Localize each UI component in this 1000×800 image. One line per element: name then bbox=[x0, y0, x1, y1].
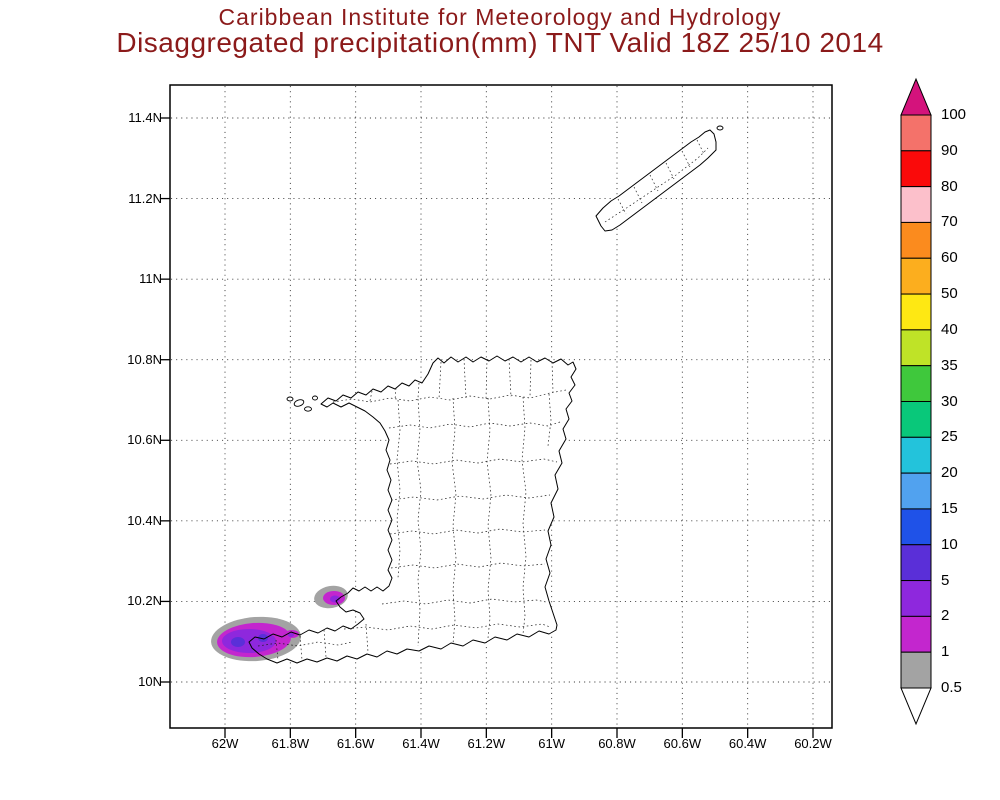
colorbar-band bbox=[900, 651, 932, 689]
colorbar-level-label: 35 bbox=[941, 356, 958, 374]
colorbar-level-label: 1 bbox=[941, 643, 950, 661]
precip-cell-pointfortin-band-2-5mm bbox=[330, 595, 340, 603]
colorbar-level-label: 0.5 bbox=[941, 679, 962, 696]
colorbar-level-label: 2 bbox=[941, 607, 950, 625]
colorbar-band bbox=[900, 329, 932, 367]
bocas-islet-2 bbox=[304, 406, 312, 412]
colorbar-band bbox=[900, 221, 932, 259]
lon-tick-label: 61.2W bbox=[467, 736, 506, 751]
lon-tick-label: 61.6W bbox=[336, 736, 375, 751]
district-boundaries-tobago bbox=[604, 139, 709, 223]
colorbar-band bbox=[900, 436, 932, 474]
lat-tick-label: 10.6N bbox=[127, 432, 162, 448]
colorbar bbox=[900, 77, 932, 726]
bocas-islet-1 bbox=[293, 399, 305, 407]
colorbar-level-label: 30 bbox=[941, 392, 958, 410]
lon-tick-label: 61.4W bbox=[402, 736, 440, 751]
colorbar-band bbox=[900, 401, 932, 438]
lat-tick-label: 10.8N bbox=[127, 351, 162, 367]
landmass-fill bbox=[249, 130, 716, 663]
colorbar-level-label: 70 bbox=[941, 213, 958, 231]
lat-lon-gridlines bbox=[160, 86, 831, 738]
lat-tick-label: 10.2N bbox=[127, 593, 162, 609]
colorbar-band bbox=[900, 508, 932, 546]
coastlines-and-boundaries bbox=[248, 125, 724, 664]
colorbar-level-label: 60 bbox=[941, 249, 958, 267]
lat-tick-label: 10N bbox=[138, 674, 162, 689]
precip-dot-spur-2-5mm bbox=[288, 633, 294, 637]
colorbar-level-label: 15 bbox=[941, 499, 958, 517]
tobago-ne-islet bbox=[716, 125, 724, 131]
colorbar-level-label: 100 bbox=[941, 106, 967, 123]
lat-tick-label: 11N bbox=[139, 271, 162, 287]
colorbar-level-label: 80 bbox=[941, 177, 958, 195]
colorbar-level-label: 5 bbox=[941, 571, 950, 589]
tobago-island-fill bbox=[596, 130, 716, 231]
district-boundaries-north bbox=[369, 358, 554, 402]
colorbar-band bbox=[900, 293, 932, 331]
colorbar-level-label: 25 bbox=[941, 428, 958, 446]
lon-tick-label: 60.4W bbox=[728, 736, 767, 751]
lon-tick-label: 61W bbox=[538, 736, 566, 751]
colorbar-band bbox=[900, 114, 932, 152]
lat-tick-label: 11.2N bbox=[128, 190, 162, 206]
colorbar-band bbox=[900, 150, 932, 188]
lat-tick-label: 10.4N bbox=[127, 512, 162, 528]
colorbar-level-label: 10 bbox=[941, 535, 958, 553]
page-title-line2: Disaggregated precipitation(mm) TNT Vali… bbox=[116, 27, 884, 58]
colorbar-bottom-arrow bbox=[900, 687, 932, 726]
lon-tick-label: 61.8W bbox=[271, 736, 310, 751]
district-boundaries-horizontal bbox=[257, 389, 567, 647]
page-title-line1: Caribbean Institute for Meteorology and … bbox=[218, 4, 782, 30]
colorbar-band bbox=[900, 580, 932, 617]
precipitation-shading bbox=[211, 585, 348, 662]
lon-tick-label: 60.8W bbox=[598, 736, 636, 751]
lon-tick-label: 62W bbox=[211, 736, 239, 751]
colorbar-level-label: 40 bbox=[941, 320, 958, 338]
colorbar-band bbox=[900, 472, 932, 510]
colorbar-level-label: 50 bbox=[941, 285, 958, 303]
lat-tick-label: 11.4N bbox=[128, 110, 162, 125]
district-boundaries-vertical bbox=[275, 393, 552, 661]
colorbar-band bbox=[900, 186, 932, 223]
precip-core-sw2-band-5-10mm bbox=[258, 634, 268, 642]
plot-frame bbox=[169, 84, 833, 729]
colorbar-top-arrow bbox=[900, 77, 932, 116]
colorbar-band bbox=[900, 544, 932, 582]
precip-core-sw-band-5-10mm bbox=[231, 637, 245, 647]
lon-tick-label: 60.2W bbox=[794, 736, 832, 751]
bocas-islet-4 bbox=[312, 395, 318, 401]
bocas-islet-3 bbox=[286, 396, 294, 402]
precip-cell-sw-band-2-5mm bbox=[222, 629, 276, 653]
colorbar-band bbox=[900, 257, 932, 295]
colorbar-band bbox=[900, 365, 932, 402]
colorbar-level-label: 20 bbox=[941, 464, 958, 482]
map-frame-border bbox=[169, 84, 833, 729]
lon-tick-label: 60.6W bbox=[663, 736, 702, 751]
colorbar-level-label: 90 bbox=[941, 141, 958, 159]
colorbar-band bbox=[900, 615, 932, 653]
